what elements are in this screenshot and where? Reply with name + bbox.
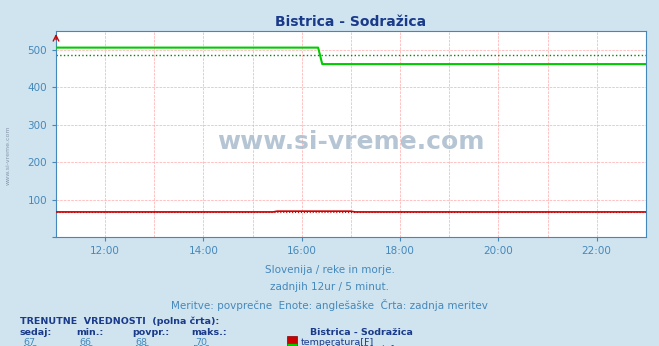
Text: temperatura[F]: temperatura[F] (301, 338, 374, 346)
Text: sedaj:: sedaj: (20, 328, 52, 337)
Text: Meritve: povprečne  Enote: anglešaške  Črta: zadnja meritev: Meritve: povprečne Enote: anglešaške Črt… (171, 299, 488, 311)
Text: www.si-vreme.com: www.si-vreme.com (217, 130, 484, 154)
Text: pretok[čevelj3/min]: pretok[čevelj3/min] (301, 345, 395, 346)
Text: maks.:: maks.: (191, 328, 227, 337)
Text: www.si-vreme.com: www.si-vreme.com (5, 126, 11, 185)
Text: povpr.:: povpr.: (132, 328, 169, 337)
Text: Slovenija / reke in morje.: Slovenija / reke in morje. (264, 265, 395, 275)
Text: min.:: min.: (76, 328, 103, 337)
Text: TRENUTNE  VREDNOSTI  (polna črta):: TRENUTNE VREDNOSTI (polna črta): (20, 317, 219, 326)
Text: Bistrica - Sodražica: Bistrica - Sodražica (310, 328, 413, 337)
Text: 462: 462 (76, 345, 95, 346)
Text: 68: 68 (136, 338, 148, 346)
Text: 67: 67 (24, 338, 36, 346)
Text: 506: 506 (192, 345, 210, 346)
Title: Bistrica - Sodražica: Bistrica - Sodražica (275, 15, 426, 29)
Text: zadnjih 12ur / 5 minut.: zadnjih 12ur / 5 minut. (270, 282, 389, 292)
Text: 485: 485 (132, 345, 151, 346)
Text: 66: 66 (80, 338, 92, 346)
Text: 462: 462 (20, 345, 39, 346)
Text: 70: 70 (195, 338, 207, 346)
